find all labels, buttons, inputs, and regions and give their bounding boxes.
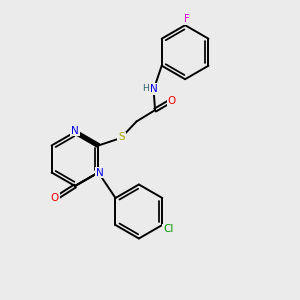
Text: N: N [71,125,79,136]
Text: F: F [184,14,190,24]
Text: O: O [168,96,176,106]
Text: Cl: Cl [163,224,173,235]
Text: N: N [150,84,158,94]
Text: S: S [118,132,125,142]
Text: O: O [51,193,59,203]
Text: N: N [96,167,104,178]
Text: H: H [142,84,148,93]
